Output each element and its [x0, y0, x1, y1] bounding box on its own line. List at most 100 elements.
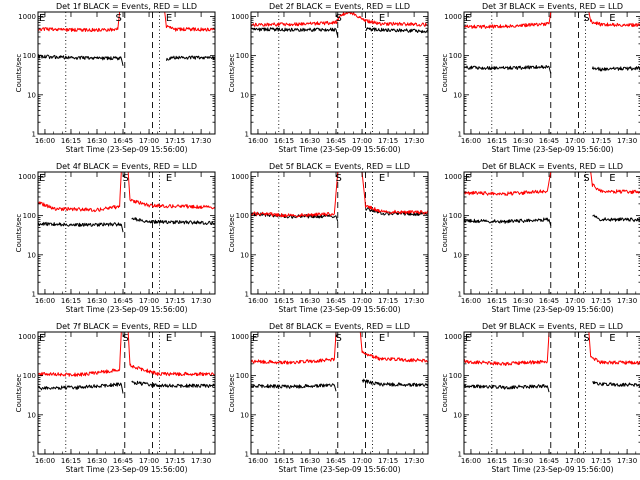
x-axis-label: Start Time (23-Sep-09 15:56:00) — [66, 305, 188, 314]
plot-frame — [250, 11, 429, 135]
detector-panel: Det 1f BLACK = Events, RED = LLD E S E 1 10 10… — [15, 2, 216, 154]
y-tick-label: 100 — [23, 372, 36, 380]
y-tick-label: 1 — [458, 451, 462, 459]
y-axis-label: Counts/sec — [228, 54, 236, 93]
x-axis-label: Start Time (23-Sep-09 15:56:00) — [492, 305, 614, 314]
plot-frame — [463, 171, 640, 295]
lld-series-line — [250, 331, 337, 365]
x-tick-label: 17:15 — [378, 457, 398, 465]
x-tick-label: 17:15 — [165, 457, 185, 465]
y-axis-label: Counts/sec — [441, 374, 449, 413]
lld-series-line — [463, 331, 550, 366]
x-tick-label: 17:30 — [191, 457, 211, 465]
panel-title: Det 5f BLACK = Events, RED = LLD — [269, 162, 410, 171]
lld-series-line — [164, 11, 216, 32]
plot-frame — [463, 331, 640, 455]
detector-panel: Det 5f BLACK = Events, RED = LLD S E 1 10 100… — [228, 162, 429, 314]
x-axis-label: Start Time (23-Sep-09 15:56:00) — [279, 145, 401, 154]
events-series-line — [250, 212, 339, 222]
x-tick-label: 17:30 — [617, 137, 637, 145]
y-tick-label: 10 — [27, 251, 36, 259]
lld-series-line — [250, 171, 339, 218]
events-series-line — [361, 378, 429, 387]
y-tick-label: 1 — [245, 451, 249, 459]
y-tick-label: 10 — [27, 411, 36, 419]
y-tick-label: 1 — [245, 291, 249, 299]
detector-panel: Det 6f BLACK = Events, RED = LLD E S E 1 10 10… — [441, 162, 640, 314]
event-marker-label: E — [609, 333, 615, 344]
x-tick-label: 16:00 — [248, 297, 268, 305]
x-tick-label: 16:15 — [274, 457, 294, 465]
x-tick-label: 16:15 — [61, 457, 81, 465]
detector-panel: Det 7f BLACK = Events, RED = LLD E S E 1 10 10… — [15, 322, 216, 474]
y-tick-label: 1 — [32, 131, 36, 139]
x-tick-label: 16:00 — [461, 457, 481, 465]
x-tick-label: 17:00 — [139, 137, 159, 145]
events-series-line — [463, 384, 550, 393]
x-tick-label: 17:30 — [404, 457, 424, 465]
event-marker-label: E — [379, 13, 385, 24]
x-tick-label: 16:30 — [300, 457, 320, 465]
x-tick-label: 16:45 — [326, 457, 346, 465]
plot-frame — [37, 11, 216, 135]
y-tick-label: 10 — [27, 91, 36, 99]
y-tick-label: 1000 — [18, 333, 36, 341]
lld-series-line — [590, 171, 640, 195]
x-tick-label: 16:30 — [513, 297, 533, 305]
event-marker-label: E — [166, 13, 172, 24]
events-series-line — [463, 217, 552, 226]
x-tick-label: 17:30 — [617, 297, 637, 305]
event-marker-label: E — [252, 333, 258, 344]
x-tick-label: 16:30 — [87, 297, 107, 305]
panel-title: Det 4f BLACK = Events, RED = LLD — [56, 162, 197, 171]
event-marker-label: E — [39, 173, 45, 184]
x-tick-label: 17:00 — [565, 457, 585, 465]
x-tick-label: 16:15 — [487, 297, 507, 305]
y-tick-label: 10 — [453, 91, 462, 99]
x-axis-label: Start Time (23-Sep-09 15:56:00) — [279, 465, 401, 474]
panel-title: Det 1f BLACK = Events, RED = LLD — [56, 2, 197, 11]
events-series-line — [365, 27, 429, 34]
events-series-line — [592, 214, 640, 223]
x-tick-label: 17:00 — [352, 137, 372, 145]
y-tick-label: 100 — [449, 52, 462, 60]
detector-panel: Det 8f BLACK = Events, RED = LLD E S E 1 10 10… — [228, 322, 429, 474]
event-marker-label: E — [465, 173, 471, 184]
x-tick-label: 17:15 — [591, 137, 611, 145]
y-tick-label: 100 — [236, 52, 249, 60]
y-axis-label: Counts/sec — [441, 214, 449, 253]
y-tick-label: 1000 — [231, 13, 249, 21]
x-tick-label: 17:30 — [191, 137, 211, 145]
x-tick-label: 16:45 — [113, 137, 133, 145]
x-tick-label: 16:45 — [539, 137, 559, 145]
panel-title: Det 8f BLACK = Events, RED = LLD — [269, 322, 410, 331]
y-tick-label: 100 — [449, 212, 462, 220]
x-tick-label: 16:30 — [300, 137, 320, 145]
y-tick-label: 10 — [240, 91, 249, 99]
x-tick-label: 16:45 — [113, 457, 133, 465]
events-series-line — [131, 380, 215, 388]
x-tick-label: 16:00 — [35, 137, 55, 145]
y-axis-label: Counts/sec — [15, 214, 23, 253]
event-marker-label: S — [123, 333, 129, 344]
y-tick-label: 1000 — [18, 173, 36, 181]
lld-series-line — [37, 11, 121, 32]
x-tick-label: 17:00 — [139, 297, 159, 305]
detector-panel: Det 4f BLACK = Events, RED = LLD E S E 1 10 10… — [15, 162, 216, 314]
x-tick-label: 16:15 — [274, 137, 294, 145]
x-tick-label: 16:45 — [326, 137, 346, 145]
plot-frame — [37, 171, 216, 295]
panel-title: Det 3f BLACK = Events, RED = LLD — [482, 2, 623, 11]
event-marker-label: S — [336, 173, 342, 184]
x-tick-label: 16:15 — [61, 297, 81, 305]
x-tick-label: 16:00 — [248, 137, 268, 145]
y-tick-label: 10 — [453, 411, 462, 419]
x-tick-label: 16:30 — [87, 137, 107, 145]
events-series-line — [591, 66, 640, 72]
x-tick-label: 16:45 — [326, 297, 346, 305]
events-series-line — [463, 65, 552, 74]
y-tick-label: 10 — [453, 251, 462, 259]
lld-series-line — [127, 331, 216, 377]
y-axis-label: Counts/sec — [441, 54, 449, 93]
